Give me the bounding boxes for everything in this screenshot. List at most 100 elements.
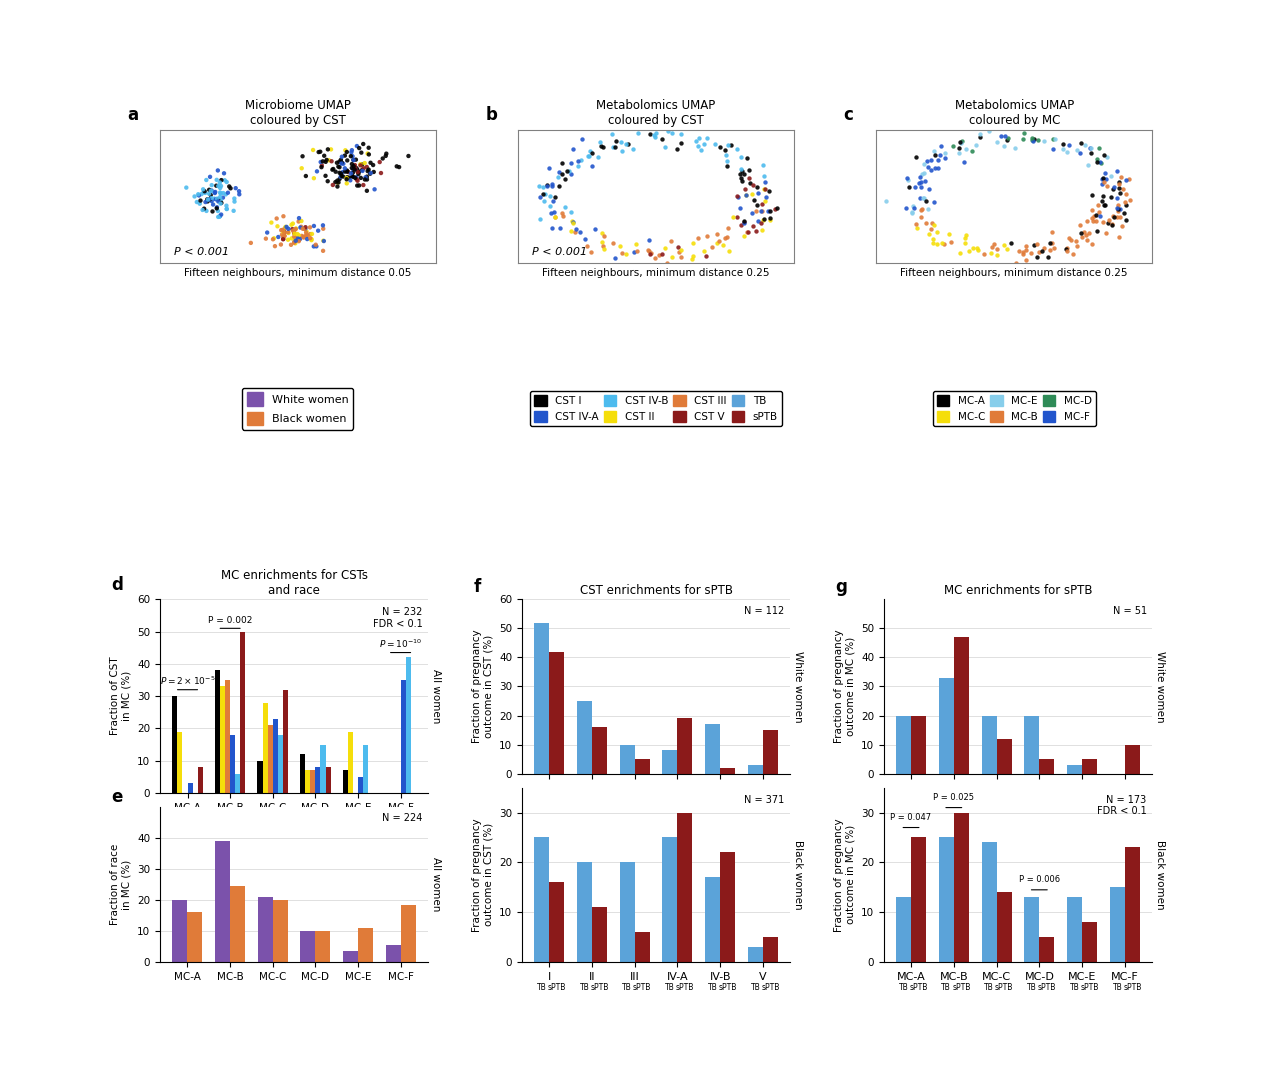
Point [529, 177, 549, 195]
Point [1057, 144, 1078, 161]
Point [548, 169, 568, 186]
Point [1024, 131, 1044, 148]
Point [669, 243, 690, 261]
Point [351, 170, 371, 187]
Point [284, 225, 305, 242]
Text: TB: TB [1027, 790, 1037, 799]
Point [1082, 236, 1102, 253]
Point [335, 163, 356, 181]
Text: White women: White women [792, 651, 803, 722]
Text: sPTB: sPTB [1080, 790, 1098, 799]
Text: $P = 10^{-10}$: $P = 10^{-10}$ [379, 638, 422, 650]
Point [717, 152, 737, 170]
Point [346, 151, 366, 169]
Point [911, 173, 932, 190]
Point [346, 161, 366, 178]
Text: sPTB: sPTB [632, 983, 652, 991]
Point [301, 230, 321, 248]
Point [1071, 224, 1092, 241]
Point [284, 231, 305, 249]
Point [343, 151, 364, 169]
Point [215, 186, 236, 203]
Bar [577, 700, 591, 774]
Point [357, 171, 378, 188]
Point [196, 193, 216, 211]
Point [389, 159, 410, 176]
Text: sPTB: sPTB [762, 792, 780, 802]
Text: N = 51: N = 51 [1112, 606, 1147, 616]
Bar [283, 690, 288, 793]
Text: P = 0.047: P = 0.047 [891, 813, 932, 822]
Point [1103, 208, 1124, 225]
Point [1097, 177, 1117, 195]
Point [216, 197, 237, 214]
Point [271, 222, 292, 239]
Point [696, 227, 717, 244]
Point [342, 159, 362, 176]
Bar [188, 784, 192, 793]
Point [1039, 241, 1060, 258]
Bar [310, 771, 315, 793]
Point [348, 163, 369, 181]
Point [902, 204, 923, 222]
Bar [300, 755, 305, 793]
Point [1108, 202, 1129, 219]
Point [758, 202, 778, 219]
Bar [1039, 759, 1055, 774]
Point [727, 141, 748, 158]
Point [753, 212, 773, 229]
Point [1092, 170, 1112, 187]
Point [337, 175, 357, 192]
Point [1102, 181, 1123, 198]
Text: P = 0.002: P = 0.002 [207, 616, 252, 626]
Point [291, 212, 311, 229]
Point [273, 230, 293, 248]
Point [541, 175, 562, 192]
Y-axis label: Fraction of pregnancy
outcome in MC (%): Fraction of pregnancy outcome in MC (%) [833, 818, 855, 932]
Point [1092, 170, 1112, 187]
Point [545, 188, 566, 205]
Text: TB: TB [708, 792, 718, 802]
Point [351, 156, 371, 173]
Point [713, 236, 733, 253]
Bar [997, 738, 1011, 774]
Point [1027, 248, 1047, 265]
Point [751, 222, 772, 239]
Point [312, 152, 333, 170]
Point [660, 232, 681, 250]
Point [311, 157, 332, 174]
Point [353, 135, 374, 152]
Point [557, 162, 577, 179]
Point [991, 128, 1011, 145]
Point [283, 215, 303, 232]
Point [360, 165, 380, 183]
Point [716, 147, 736, 164]
Point [224, 190, 244, 208]
Point [603, 235, 623, 252]
Point [1083, 212, 1103, 229]
Point [928, 160, 948, 177]
Point [934, 145, 955, 162]
Text: P < 0.001: P < 0.001 [174, 246, 229, 256]
Point [561, 203, 581, 221]
Point [941, 233, 961, 251]
Bar [577, 863, 591, 962]
Point [348, 163, 369, 181]
Point [1080, 144, 1101, 161]
Point [1015, 242, 1036, 259]
Point [754, 179, 774, 197]
Point [347, 172, 367, 189]
Point [731, 216, 751, 233]
Point [292, 160, 312, 177]
Point [754, 211, 774, 228]
Point [353, 160, 374, 177]
Point [987, 133, 1007, 150]
Point [292, 227, 312, 244]
Point [364, 163, 384, 181]
Point [530, 211, 550, 228]
Point [314, 221, 334, 238]
Point [1084, 208, 1105, 225]
Point [535, 186, 556, 203]
Y-axis label: Fraction of pregnancy
outcome in CST (%): Fraction of pregnancy outcome in CST (%) [472, 818, 494, 932]
Point [915, 214, 936, 231]
